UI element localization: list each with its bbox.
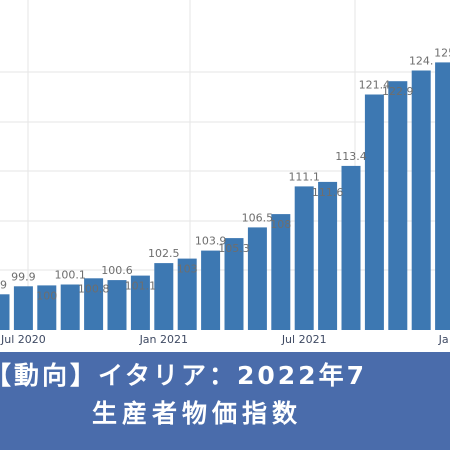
bars — [0, 62, 450, 331]
bar — [364, 94, 384, 330]
bar — [411, 70, 431, 330]
data-label: 99.9 — [11, 270, 36, 283]
bar — [177, 258, 197, 330]
bar — [341, 165, 361, 330]
data-label: 106.5 — [242, 211, 274, 224]
bar — [224, 238, 244, 330]
bar — [318, 181, 338, 330]
data-label: 111.1 — [288, 170, 320, 183]
bar — [154, 263, 174, 330]
data-label: 113.4 — [335, 150, 367, 163]
bar — [84, 278, 104, 330]
data-label: 103.9 — [195, 235, 227, 248]
bar — [13, 286, 33, 330]
title-banner: 【動向】イタリア：2022年7 生産者物価指数 — [0, 352, 450, 450]
data-label: 122.9 — [382, 85, 414, 98]
data-label: 111.6 — [312, 186, 344, 199]
bar — [294, 186, 314, 330]
bar — [435, 62, 450, 331]
data-label: 99 — [0, 278, 7, 291]
data-label: 124. — [409, 55, 434, 68]
data-label: 125 — [434, 46, 450, 59]
banner-title-line2: 生産者物価指数 — [92, 399, 303, 428]
x-axis-tick-labels: Jul 2020 Jan 2021 Jul 2021 Ja — [0, 333, 449, 346]
data-label: 100.6 — [101, 264, 133, 277]
bar — [130, 275, 150, 330]
data-label: 100.1 — [54, 269, 86, 282]
grid-lines — [0, 0, 450, 330]
bar — [107, 280, 127, 330]
data-label: 103 — [177, 263, 198, 276]
bar — [60, 284, 80, 330]
data-label: 100.8 — [78, 282, 110, 295]
x-tick-label: Ja — [438, 333, 449, 346]
data-label: 108 — [270, 218, 291, 231]
data-label: 101.1 — [125, 280, 157, 293]
x-tick-label: Jul 2021 — [281, 333, 327, 346]
bar — [388, 81, 408, 330]
bar — [0, 294, 10, 330]
bar — [247, 227, 267, 330]
banner-title-line1: 【動向】イタリア：2022年7 — [0, 361, 367, 390]
data-label: 121.4 — [359, 79, 391, 92]
x-tick-label: Jan 2021 — [139, 333, 188, 346]
x-tick-label: Jul 2020 — [0, 333, 46, 346]
data-label: 105.3 — [218, 242, 250, 255]
data-label: 102.5 — [148, 247, 180, 260]
bar — [271, 214, 291, 330]
bar — [201, 250, 221, 330]
data-label: 100 — [36, 289, 57, 302]
bar — [37, 285, 57, 330]
